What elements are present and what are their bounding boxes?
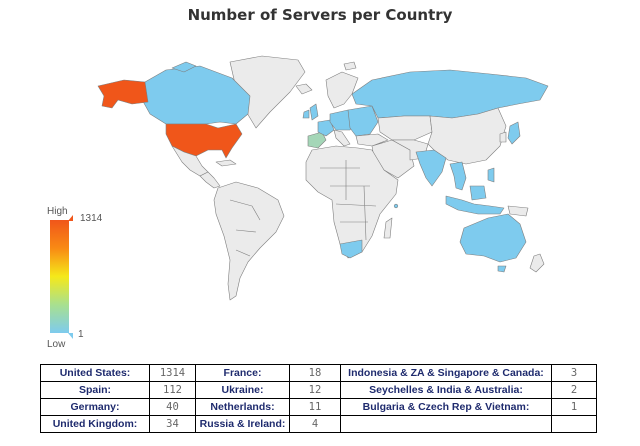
legend-min-pointer [68, 333, 73, 339]
server-count: 11 [289, 398, 341, 416]
country-label: Spain: [40, 381, 150, 399]
country-label: Netherlands: [195, 398, 290, 416]
country-turkey [355, 133, 389, 147]
country-label: France: [195, 364, 290, 382]
server-count: 1 [551, 398, 597, 416]
country-caribbean [215, 159, 237, 167]
country-central-asia [377, 115, 433, 141]
server-count: 112 [149, 381, 196, 399]
country-label [340, 415, 552, 433]
country-central-america [199, 171, 221, 189]
page-title: Number of Servers per Country [187, 6, 453, 24]
table-row: Spain: 112 Ukraine: 12 Seychelles & Indi… [40, 381, 597, 399]
legend-max-value: 1314 [80, 213, 103, 224]
country-madagascar [383, 217, 393, 239]
country-label: Indonesia & ZA & Singapore & Canada: [340, 364, 552, 382]
country-iceland [295, 83, 313, 95]
server-count: 18 [289, 364, 341, 382]
server-count: 1314 [149, 364, 196, 382]
table-row: United Kingdom: 34 Russia & Ireland: 4 [40, 415, 597, 433]
country-svalbard [343, 61, 357, 71]
country-label: United States: [40, 364, 150, 382]
country-canada [139, 65, 251, 125]
server-count: 3 [551, 364, 597, 382]
country-label: United Kingdom: [40, 415, 150, 433]
server-count: 40 [149, 398, 196, 416]
country-arctic-islands [171, 61, 197, 73]
country-label: Bulgaria & Czech Rep & Vietnam: [340, 398, 552, 416]
server-count [551, 415, 597, 433]
country-korea [499, 131, 507, 143]
country-south-america [213, 181, 285, 301]
country-seychelles [393, 203, 399, 209]
server-count: 34 [149, 415, 196, 433]
server-count-table: United States: 1314 France: 18 Indonesia… [40, 364, 597, 433]
country-new-zealand [529, 253, 545, 273]
country-india [415, 149, 447, 187]
south-america-borders [229, 199, 261, 257]
country-papua [507, 205, 529, 217]
server-count: 12 [289, 381, 341, 399]
country-label: Germany: [40, 398, 150, 416]
country-eastern-europe [347, 105, 379, 137]
country-label: Seychelles & India & Australia: [340, 381, 552, 399]
country-japan [507, 121, 521, 145]
country-ireland [302, 109, 310, 119]
country-south-africa [339, 239, 363, 259]
country-united-kingdom [309, 103, 319, 121]
country-borneo [469, 185, 487, 201]
country-label: Ukraine: [195, 381, 290, 399]
country-alaska [97, 79, 149, 109]
country-china [427, 107, 507, 165]
server-count: 4 [289, 415, 341, 433]
table-row: United States: 1314 France: 18 Indonesia… [40, 364, 597, 382]
africa-borders [320, 160, 377, 241]
table-row: Germany: 40 Netherlands: 11 Bulgaria & C… [40, 398, 597, 416]
country-tasmania [497, 265, 507, 273]
country-russia [351, 69, 549, 119]
legend-min-value: 1 [78, 329, 84, 340]
server-count: 2 [551, 381, 597, 399]
country-philippines [487, 167, 495, 183]
legend-low-label: Low [47, 339, 66, 350]
country-southeast-asia [449, 161, 467, 191]
country-australia [459, 213, 527, 263]
legend-high-label: High [47, 206, 68, 217]
country-africa [305, 145, 399, 259]
country-label: Russia & Ireland: [195, 415, 290, 433]
country-italy [333, 129, 351, 147]
legend-max-pointer [68, 215, 73, 221]
legend-color-scale [50, 220, 69, 333]
country-indonesia [445, 195, 505, 215]
country-scandinavia [325, 71, 359, 109]
country-france [317, 119, 335, 137]
